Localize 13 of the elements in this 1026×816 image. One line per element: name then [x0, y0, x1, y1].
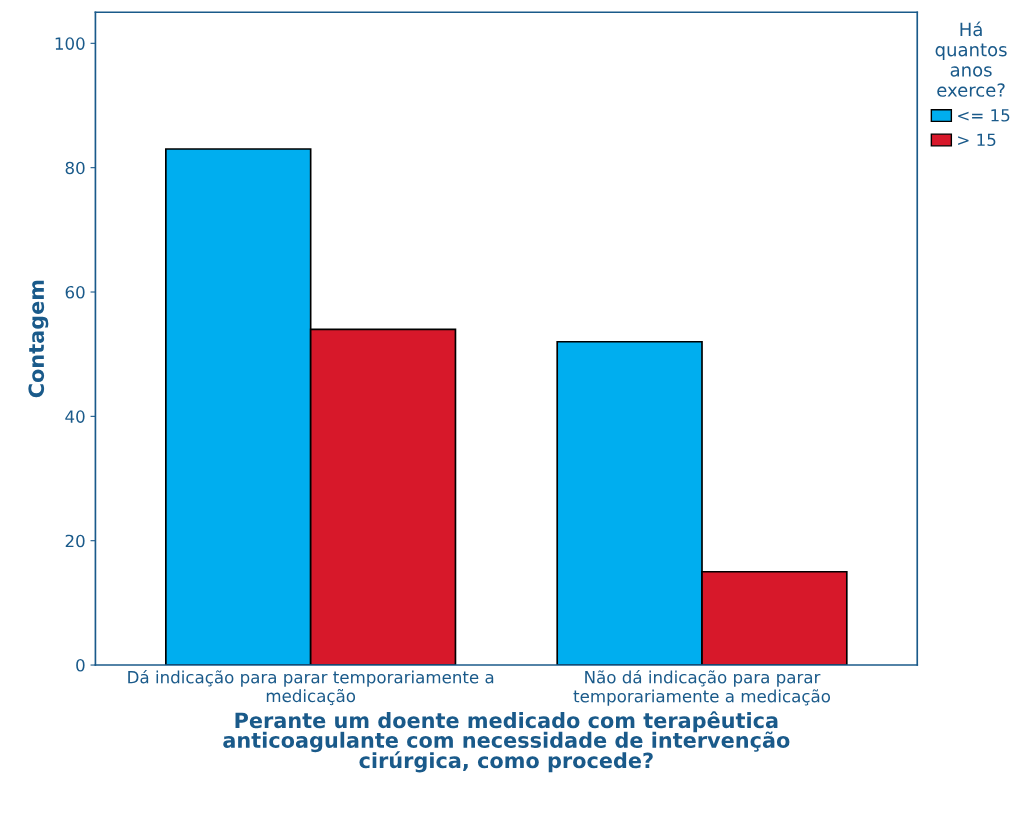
y-axis-title: Contagem: [28, 280, 49, 398]
y-tick-label: 40: [65, 410, 85, 423]
x-tick-label: Não dá indicação para parar temporariamente a medicação: [573, 669, 831, 706]
y-tick-label: 20: [65, 534, 85, 548]
y-tick-label: 80: [65, 161, 85, 175]
x-tick-label: Dá indicação para parar temporariamente a medicação: [128, 669, 494, 706]
legend-title: Há quantos anos exerce?: [935, 21, 1007, 97]
x-axis-title: Perante um doente medicado com terapêutica anticoagulante com necessidade de intervenção cirúrgica, como procede?: [223, 711, 790, 773]
legend-label: > 15: [958, 133, 996, 147]
y-tick-label: 0: [76, 659, 85, 672]
legend-label: <= 15: [958, 109, 1010, 122]
y-tick-label: 60: [65, 285, 85, 299]
y-tick-label: 100: [55, 37, 85, 50]
